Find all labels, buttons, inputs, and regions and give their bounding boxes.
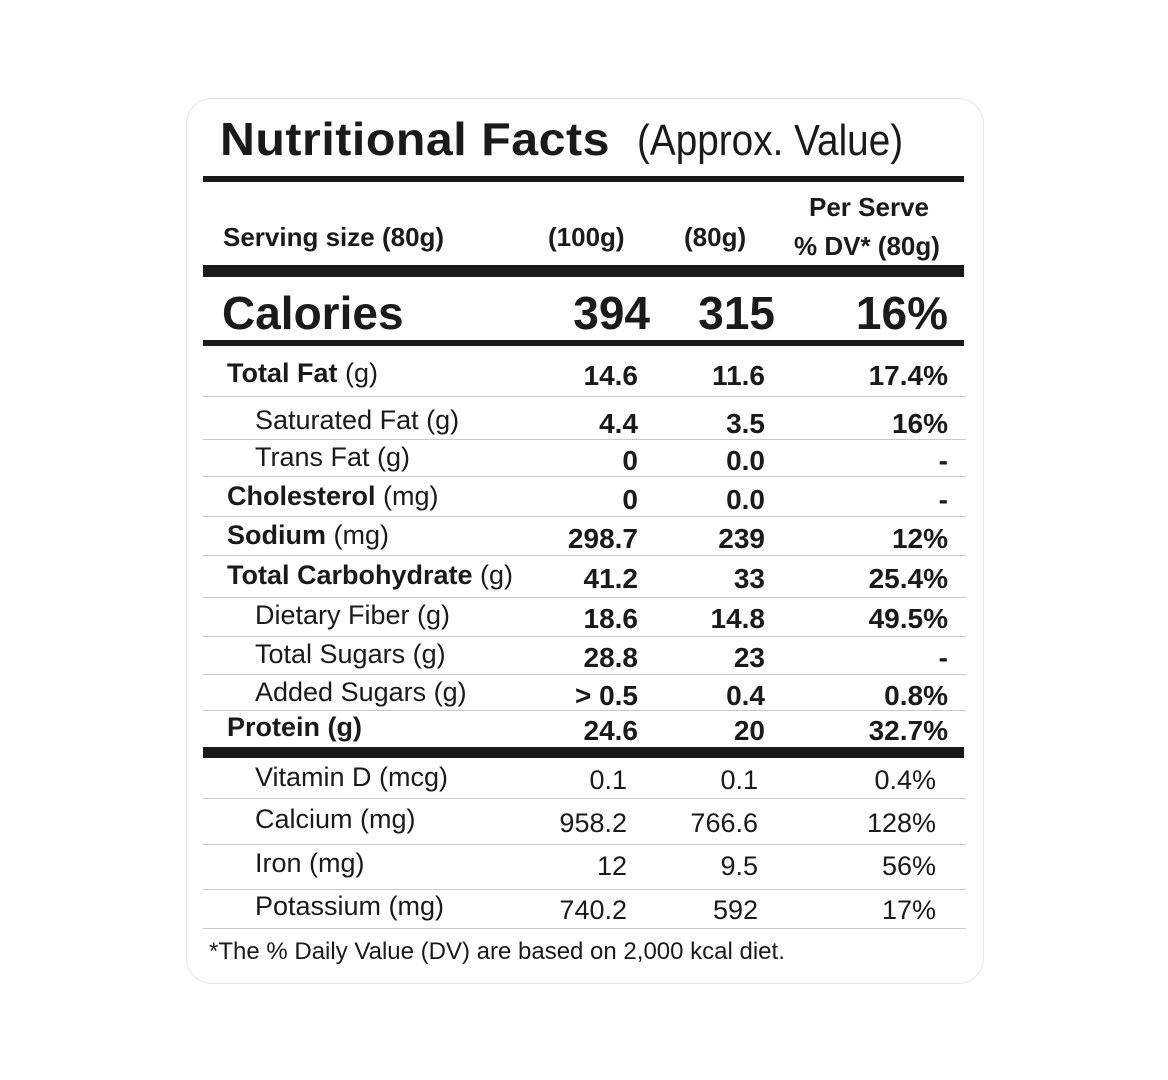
per100-value: 4.4: [599, 408, 638, 439]
per80-value: 0.0: [726, 445, 765, 476]
dv-value: 17%: [881, 895, 936, 925]
per80-value: 766.6: [690, 808, 758, 838]
row-divider: [203, 798, 966, 799]
per100-value: 28.8: [583, 642, 639, 673]
row-divider: [203, 396, 966, 397]
calories-dv: 16%: [855, 287, 948, 339]
divider-heavy: [203, 747, 964, 758]
title-main: Nutritional Facts: [220, 113, 611, 165]
row-divider: [203, 928, 966, 929]
calories-label: Calories: [222, 287, 404, 339]
per80-value: 20: [733, 715, 765, 746]
calories-per80: 315: [698, 287, 775, 339]
nutrient-name: Total Fat: [227, 358, 338, 388]
per100-value: 0: [622, 484, 638, 515]
nutrient-name: Dietary Fiber (g): [255, 600, 451, 630]
title-subtitle: (Approx. Value): [637, 116, 904, 165]
row-divider: [203, 476, 966, 477]
calories-per100: 394: [573, 287, 650, 339]
nutrient-name: Protein (g): [227, 712, 362, 742]
row-divider: [203, 636, 966, 637]
dv-value: 49.5%: [868, 603, 948, 634]
per100-value: 0: [622, 445, 638, 476]
dv-value: -: [938, 445, 948, 476]
per80-value: 9.5: [720, 851, 758, 881]
nutrient-name: Total Carbohydrate: [227, 560, 473, 590]
divider-thick: [203, 176, 964, 182]
per100-value: 0.1: [589, 765, 627, 795]
dv-value: 0.8%: [884, 680, 948, 711]
per100-value: 24.6: [583, 715, 639, 746]
nutrition-label-card: [186, 98, 984, 984]
per80-value: 0.0: [726, 484, 765, 515]
per80-value: 0.4: [726, 680, 765, 711]
serving-size-header: Serving size (80g): [223, 222, 445, 252]
nutrient-name: Added Sugars (g): [255, 677, 467, 707]
col-dv-header-line1: Per Serve: [809, 192, 929, 222]
dv-value: 0.4%: [874, 765, 936, 795]
dv-value: -: [938, 642, 948, 673]
per100-value: 298.7: [567, 523, 638, 554]
nutrient-name: Sodium: [227, 520, 326, 550]
per100-value: 740.2: [559, 895, 627, 925]
per80-value: 239: [718, 523, 765, 554]
per100-value: 14.6: [583, 360, 639, 391]
row-divider: [203, 597, 966, 598]
dv-value: 25.4%: [868, 563, 948, 594]
label-title: Nutritional Facts (Approx. Value): [220, 112, 924, 166]
vitamin-name: Iron (mg): [255, 848, 365, 878]
row-divider: [203, 516, 966, 517]
per100-value: 12: [596, 851, 627, 881]
per80-value: 11.6: [712, 360, 765, 391]
dv-value: 128%: [866, 808, 936, 838]
per100-value: 41.2: [583, 563, 639, 594]
divider-heavy: [203, 265, 964, 277]
nutrient-name: Trans Fat (g): [255, 442, 411, 472]
per100-value: 958.2: [559, 808, 627, 838]
per80-value: 33: [733, 563, 765, 594]
row-divider: [203, 889, 966, 890]
per80-value: 14.8: [710, 603, 766, 634]
nutrient-unit: (g): [337, 358, 378, 388]
nutrient-unit: (mg): [375, 481, 439, 511]
nutrient-name: Total Sugars (g): [255, 639, 446, 669]
nutrient-name: Saturated Fat (g): [255, 405, 460, 435]
divider-thick: [203, 340, 964, 346]
col-dv-header-line2: % DV* (80g): [794, 231, 940, 261]
nutrient-name: Cholesterol: [227, 481, 376, 511]
row-divider: [203, 710, 966, 711]
per100-value: > 0.5: [574, 680, 638, 711]
per80-value: 592: [712, 895, 758, 925]
row-divider: [203, 439, 966, 440]
footnote: *The % Daily Value (DV) are based on 2,0…: [209, 938, 785, 965]
vitamin-name: Potassium (mg): [255, 891, 445, 921]
dv-value: 56%: [881, 851, 936, 881]
vitamin-name: Vitamin D (mcg): [255, 762, 449, 792]
nutrient-unit: (mg): [326, 520, 390, 550]
per100-value: 18.6: [583, 603, 639, 634]
dv-value: 17.4%: [868, 360, 948, 391]
row-divider: [203, 555, 966, 556]
row-divider: [203, 844, 966, 845]
nutrient-unit: (g): [472, 560, 514, 590]
col-100g-header: (100g): [548, 222, 625, 252]
dv-value: 12%: [891, 523, 948, 554]
dv-value: -: [938, 484, 948, 515]
col-80g-header: (80g): [684, 222, 747, 252]
dv-value: 16%: [891, 408, 948, 439]
per80-value: 3.5: [726, 408, 765, 439]
per80-value: 23: [733, 642, 765, 673]
dv-value: 32.7%: [868, 715, 948, 746]
vitamin-name: Calcium (mg): [255, 804, 416, 834]
per80-value: 0.1: [720, 765, 758, 795]
row-divider: [203, 674, 966, 675]
